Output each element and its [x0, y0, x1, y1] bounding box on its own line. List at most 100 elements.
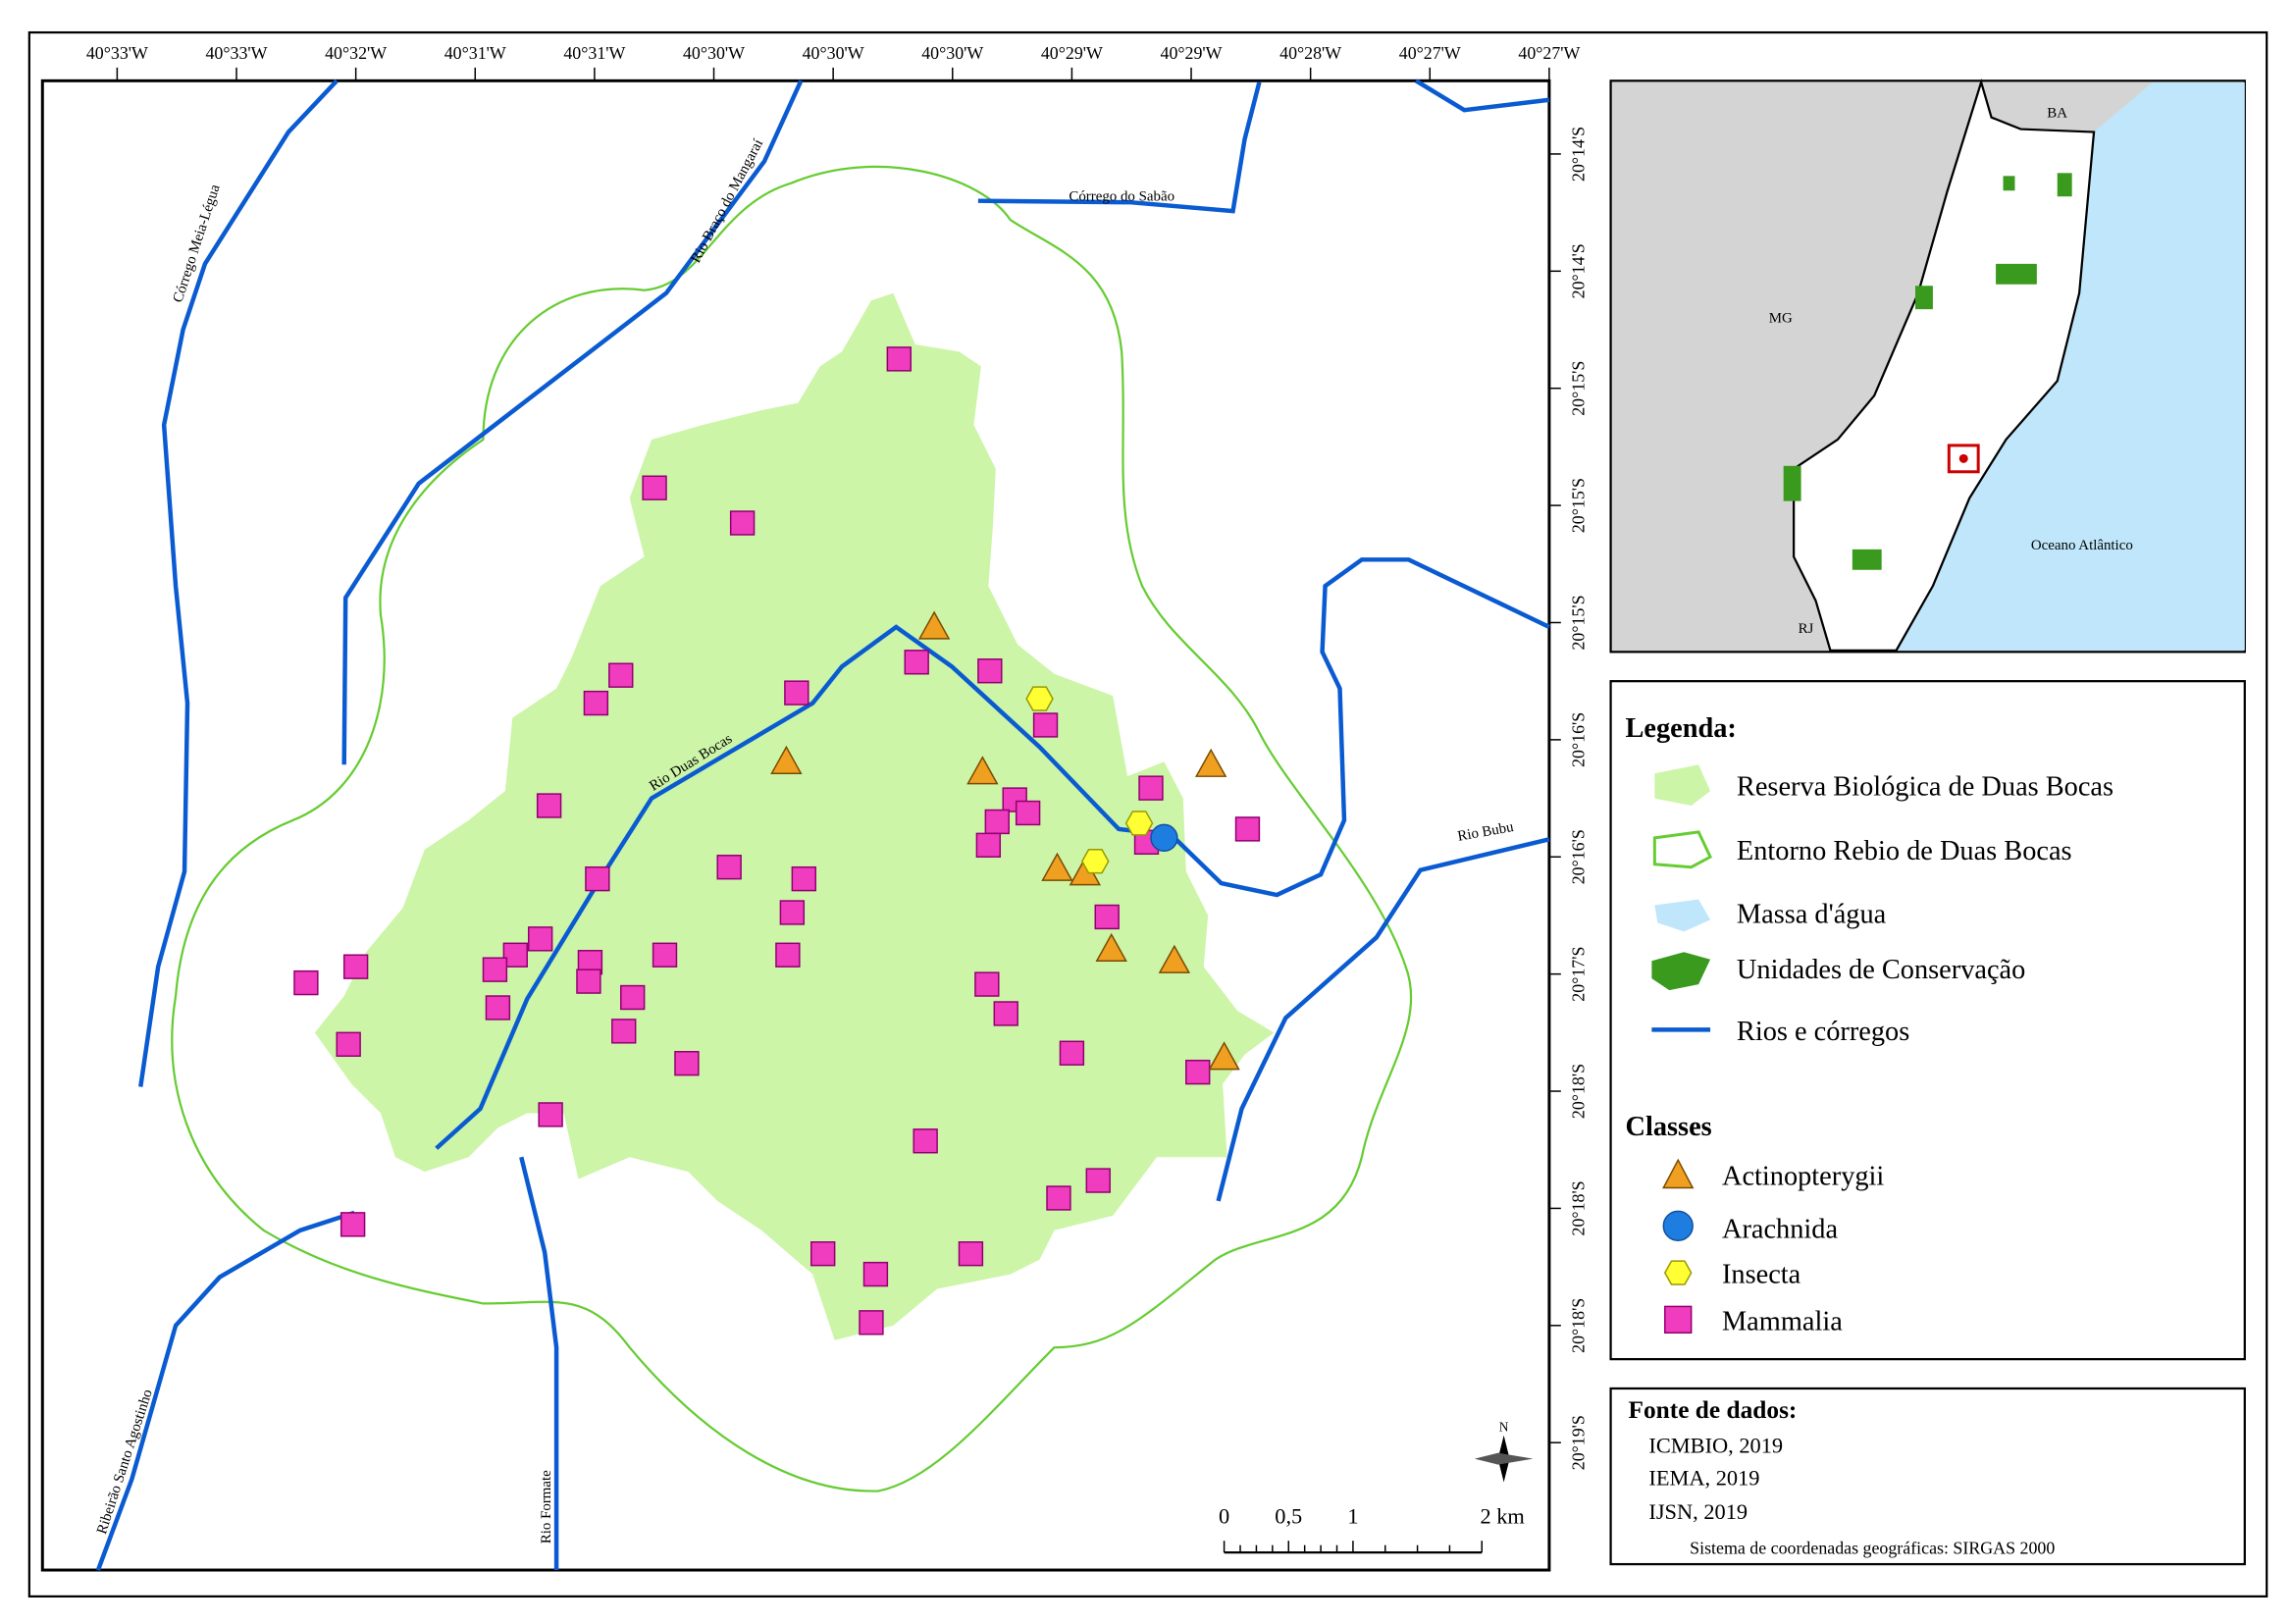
legend-item: Unidades de Conservação [1737, 955, 2025, 985]
river-label: Rio Formate [539, 1470, 554, 1544]
crs: Sistema de coordenadas geográficas: SIRG… [1690, 1539, 2055, 1558]
buffer-area [171, 165, 1413, 1492]
source-item: IJSN, 2019 [1648, 1499, 1748, 1524]
river [1414, 79, 1550, 113]
top-tick-label: 40°30'W [803, 43, 864, 63]
scale-label: 0 [1219, 1503, 1229, 1528]
top-tick-label: 40°33'W [86, 43, 148, 63]
mammalia-point [536, 793, 562, 818]
inset-label: Oceano Atlântico [2031, 538, 2133, 553]
mammalia-point [336, 1031, 361, 1057]
sources-box [1609, 1387, 2246, 1566]
river [519, 1156, 559, 1571]
right-tick-label: 20°14'S [1569, 127, 1589, 182]
top-tick-label: 40°30'W [921, 43, 983, 63]
mammalia-point [1138, 775, 1164, 801]
insecta-point [1025, 686, 1054, 711]
top-tick-label: 40°30'W [683, 43, 745, 63]
mammalia-point [862, 1261, 889, 1287]
mammalia-point [977, 658, 1003, 684]
top-tick-label: 40°28'W [1279, 43, 1341, 63]
reserve-area [314, 292, 1275, 1340]
mammalia-point [674, 1050, 700, 1076]
mammalia-point [652, 942, 678, 968]
mammalia-point [791, 865, 816, 892]
legend-swatch [1651, 952, 1711, 991]
mammalia-point [293, 969, 319, 996]
sources-title: Fonte de dados: [1628, 1396, 1797, 1424]
outer-frame [27, 30, 2269, 1598]
legend-class: Mammalia [1722, 1306, 1843, 1336]
mammalia-point [502, 942, 528, 968]
legend-symbol [1662, 1158, 1695, 1189]
mammalia-point [974, 971, 1000, 997]
top-tick-label: 40°29'W [1161, 43, 1223, 63]
mammalia-point [913, 1128, 938, 1154]
main-map: Córrego Meia-Légua Rio Braço do Mangaraí… [94, 79, 1550, 1571]
scale-label: 2 km [1480, 1503, 1525, 1528]
river [341, 79, 804, 765]
actinopterygii-point [917, 610, 951, 640]
mammalia-point [1059, 1040, 1085, 1066]
arachnida-point [1150, 823, 1178, 853]
right-tick-label: 20°17'S [1569, 947, 1589, 1002]
mammalia-point [993, 1001, 1018, 1026]
mammalia-point [716, 855, 742, 880]
legend-symbol [1664, 1305, 1693, 1335]
river-label: Córrego do Sabão [1069, 189, 1174, 205]
legend-symbol [1662, 1210, 1694, 1242]
mammalia-point [1234, 816, 1261, 842]
river [138, 79, 339, 1087]
mammalia-point [583, 690, 609, 716]
right-tick-label: 20°14'S [1569, 243, 1589, 298]
right-tick-label: 20°18'S [1569, 1180, 1589, 1235]
mammalia-point [1032, 712, 1059, 738]
top-tick-label: 40°33'W [205, 43, 267, 63]
right-tick-label: 20°15'S [1569, 595, 1589, 650]
mammalia-point [538, 1102, 563, 1127]
mammalia-point [1015, 800, 1041, 826]
legend-class: Arachnida [1722, 1214, 1838, 1244]
top-tick-label: 40°29'W [1041, 43, 1103, 63]
legend-swatch [1652, 830, 1713, 869]
classes-title: Classes [1626, 1112, 1712, 1142]
insecta-point [1080, 849, 1110, 874]
inset-label: RJ [1799, 621, 1814, 637]
right-tick-label: 20°18'S [1569, 1064, 1589, 1119]
mammalia-point [339, 1212, 366, 1237]
legend-swatch [1654, 764, 1711, 807]
top-tick-label: 40°27'W [1518, 43, 1580, 63]
mammalia-point [642, 475, 667, 500]
river [95, 1210, 355, 1571]
mammalia-point [775, 942, 801, 968]
legend-item: Reserva Biológica de Duas Bocas [1737, 772, 2113, 803]
legend-item: Rios e córregos [1737, 1017, 1909, 1047]
actinopterygii-point [1095, 932, 1127, 962]
mammalia-point [886, 346, 912, 372]
mammalia-point [620, 984, 646, 1011]
north-label: N [1499, 1419, 1509, 1434]
legend-symbol [1663, 1260, 1693, 1285]
actinopterygii-point [1041, 852, 1073, 881]
top-tick-label: 40°31'W [444, 43, 506, 63]
source-item: IEMA, 2019 [1648, 1465, 1759, 1490]
legend-box [1609, 680, 2246, 1361]
mammalia-point [527, 926, 553, 952]
mammalia-point [585, 865, 610, 892]
mammalia-point [482, 957, 508, 982]
mammalia-point [1085, 1168, 1111, 1193]
river [977, 81, 1262, 214]
mammalia-point [342, 954, 369, 979]
mammalia-point [576, 969, 601, 994]
mammalia-point [1094, 904, 1120, 930]
mammalia-point [958, 1241, 984, 1267]
mammalia-point [784, 680, 809, 706]
right-tick-label: 20°18'S [1569, 1298, 1589, 1353]
actinopterygii-point [1208, 1041, 1240, 1071]
mammalia-point [984, 809, 1010, 835]
right-tick-label: 20°16'S [1569, 712, 1589, 767]
scale-bar [1223, 1541, 1484, 1554]
mammalia-point [608, 662, 634, 688]
mammalia-point [859, 1310, 884, 1335]
